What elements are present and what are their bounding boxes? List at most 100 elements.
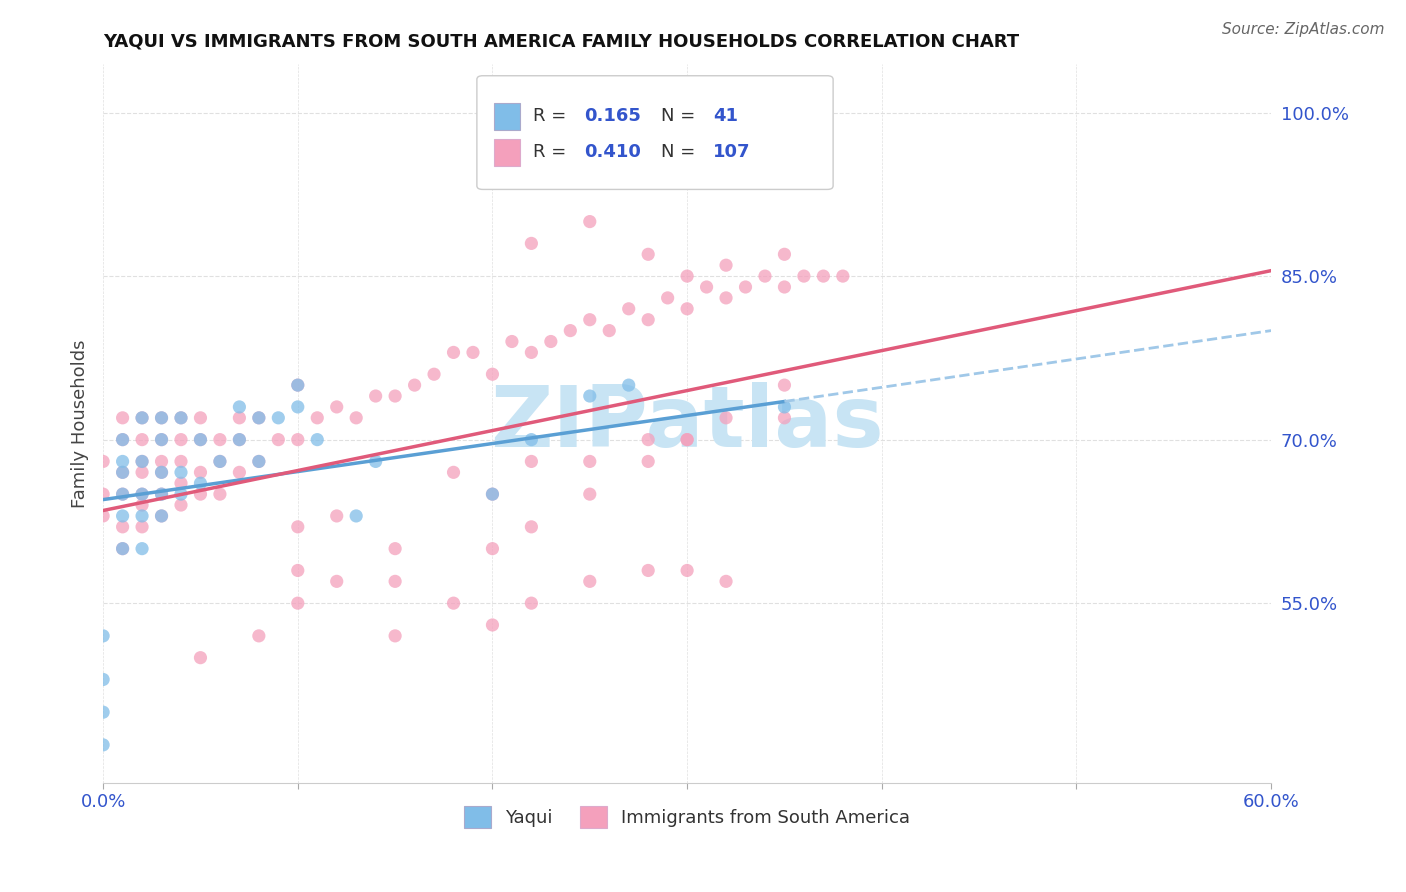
Point <box>190 433 212 447</box>
Point <box>307 410 329 425</box>
Point <box>578 214 600 228</box>
Point <box>131 487 153 501</box>
Point <box>208 433 231 447</box>
Point <box>287 564 309 578</box>
Point <box>111 508 134 523</box>
Point <box>344 410 367 425</box>
Point <box>578 312 600 326</box>
Point <box>560 324 582 338</box>
FancyBboxPatch shape <box>495 103 520 130</box>
Point <box>617 378 640 392</box>
Point <box>520 236 543 251</box>
Point <box>131 466 153 480</box>
Point <box>190 476 212 491</box>
Point <box>637 454 659 468</box>
Point <box>501 334 523 349</box>
Point <box>170 487 193 501</box>
Y-axis label: Family Households: Family Households <box>72 339 89 508</box>
Point <box>481 368 503 382</box>
Point <box>404 378 426 392</box>
Point <box>461 345 484 359</box>
Point <box>676 564 699 578</box>
Point <box>150 487 173 501</box>
Point <box>247 629 270 643</box>
Point <box>307 433 329 447</box>
FancyBboxPatch shape <box>495 139 520 167</box>
Point <box>150 433 173 447</box>
Point <box>773 410 796 425</box>
Point <box>637 312 659 326</box>
Point <box>150 466 173 480</box>
Point <box>111 454 134 468</box>
Point <box>578 574 600 589</box>
Point <box>617 301 640 316</box>
Point <box>267 410 290 425</box>
Point <box>520 596 543 610</box>
Point <box>287 378 309 392</box>
Text: 0.410: 0.410 <box>585 143 641 161</box>
Point <box>150 410 173 425</box>
Point <box>131 541 153 556</box>
Point <box>247 454 270 468</box>
Point <box>91 673 114 687</box>
Point <box>754 269 776 284</box>
Point <box>443 596 465 610</box>
Point <box>150 433 173 447</box>
Point <box>714 574 737 589</box>
Point <box>150 410 173 425</box>
Point <box>111 487 134 501</box>
Point <box>676 433 699 447</box>
Point <box>111 466 134 480</box>
Point <box>170 410 193 425</box>
Point <box>170 498 193 512</box>
Point <box>540 334 562 349</box>
Point <box>287 596 309 610</box>
Point <box>111 433 134 447</box>
Point <box>520 454 543 468</box>
Text: ZIPatlas: ZIPatlas <box>491 382 884 465</box>
Point <box>131 454 153 468</box>
Point <box>423 368 446 382</box>
Point <box>813 269 835 284</box>
Text: R =: R = <box>533 107 572 125</box>
Point <box>190 487 212 501</box>
Point <box>170 466 193 480</box>
Point <box>190 650 212 665</box>
Point <box>287 378 309 392</box>
Point <box>637 564 659 578</box>
Point <box>714 410 737 425</box>
Point <box>247 454 270 468</box>
Point <box>91 508 114 523</box>
Point <box>344 508 367 523</box>
Point <box>91 487 114 501</box>
Point <box>111 520 134 534</box>
Point <box>131 508 153 523</box>
Point <box>228 466 250 480</box>
Point <box>578 487 600 501</box>
FancyBboxPatch shape <box>477 76 834 189</box>
Point <box>793 269 815 284</box>
Text: R =: R = <box>533 143 572 161</box>
Point <box>714 258 737 272</box>
Point <box>190 410 212 425</box>
Point <box>228 433 250 447</box>
Point <box>364 389 387 403</box>
Point <box>676 269 699 284</box>
Point <box>190 433 212 447</box>
Point <box>111 410 134 425</box>
Point <box>111 541 134 556</box>
Legend: Yaqui, Immigrants from South America: Yaqui, Immigrants from South America <box>457 798 918 835</box>
Point <box>111 541 134 556</box>
Point <box>384 541 406 556</box>
Point <box>481 541 503 556</box>
Point <box>228 433 250 447</box>
Point <box>325 400 347 414</box>
Point <box>190 466 212 480</box>
Point <box>91 629 114 643</box>
Point <box>520 433 543 447</box>
Point <box>287 433 309 447</box>
Point <box>364 454 387 468</box>
Point <box>773 247 796 261</box>
Point <box>637 247 659 261</box>
Point <box>676 433 699 447</box>
